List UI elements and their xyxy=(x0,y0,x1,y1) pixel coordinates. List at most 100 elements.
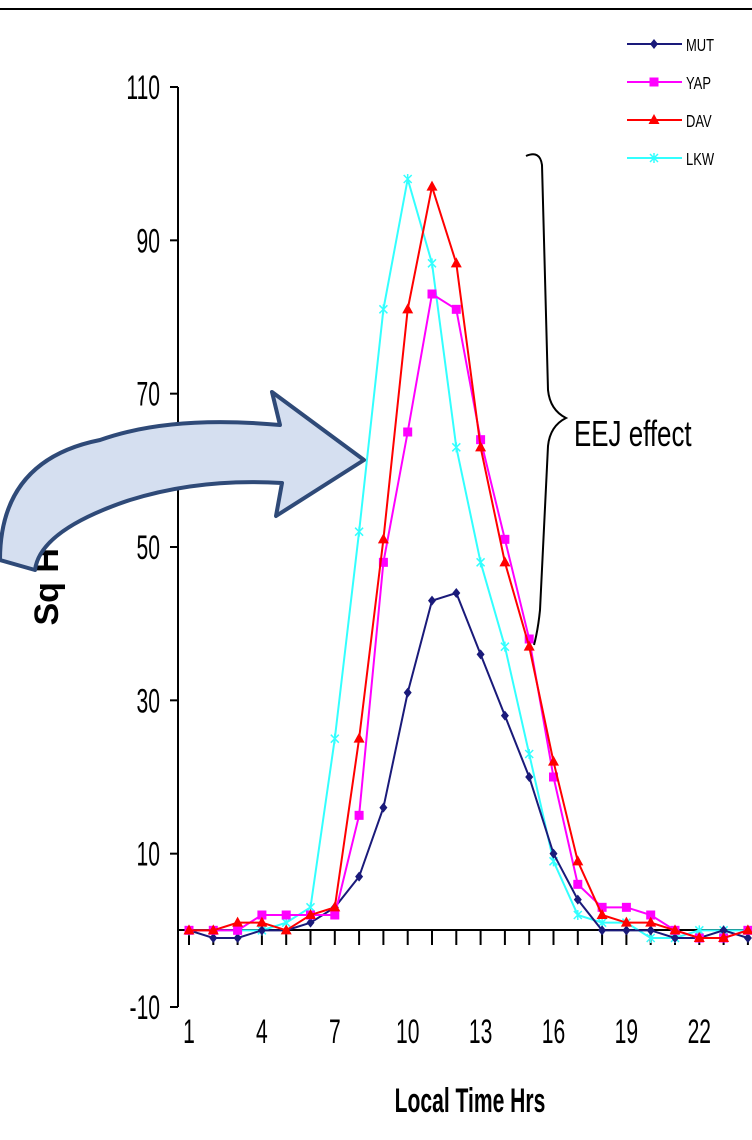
series-line xyxy=(189,186,749,939)
data-point xyxy=(650,39,658,49)
data-point xyxy=(524,749,534,759)
data-point xyxy=(427,289,437,299)
data-point xyxy=(549,772,558,782)
data-point xyxy=(233,933,242,943)
legend-label: LKW xyxy=(686,150,714,170)
data-point xyxy=(525,772,534,782)
data-point xyxy=(452,588,461,598)
data-point xyxy=(648,114,660,124)
data-point xyxy=(353,732,365,743)
series-lkw xyxy=(184,174,752,943)
legend: MUT YAP DAV LKW xyxy=(627,36,714,170)
data-point xyxy=(329,901,341,912)
data-point xyxy=(500,641,510,652)
y-tick-label: 70 xyxy=(137,374,160,412)
data-point xyxy=(306,917,315,928)
series-mut xyxy=(185,588,752,943)
eej-bracket xyxy=(525,153,569,646)
data-point xyxy=(524,634,534,644)
data-point xyxy=(646,925,655,936)
x-tick-label: 10 xyxy=(396,1012,419,1050)
data-point xyxy=(233,925,243,935)
data-point xyxy=(378,304,388,315)
data-point xyxy=(427,258,437,269)
legend-item-yap: YAP xyxy=(627,74,711,94)
data-point xyxy=(257,925,266,936)
data-point xyxy=(183,924,195,935)
series-line xyxy=(189,178,748,939)
data-point xyxy=(743,933,752,943)
data-point xyxy=(377,533,389,544)
data-point xyxy=(523,640,535,651)
data-point xyxy=(649,77,659,87)
data-point xyxy=(646,910,656,920)
data-point xyxy=(742,924,752,935)
data-point xyxy=(500,534,510,544)
data-point xyxy=(596,909,608,919)
x-tick-label: 4 xyxy=(256,1012,268,1050)
x-ticks: 1 4 7 10 13 16 19 22 xyxy=(183,930,749,1050)
data-point xyxy=(330,910,340,920)
data-point xyxy=(476,649,485,660)
series-line xyxy=(188,591,749,939)
data-point xyxy=(402,303,414,314)
data-point xyxy=(403,687,412,698)
data-point xyxy=(548,755,559,766)
data-point xyxy=(378,557,388,567)
data-point xyxy=(281,910,291,920)
x-tick-label: 13 xyxy=(469,1012,492,1050)
y-tick-label: 50 xyxy=(137,528,160,566)
data-point xyxy=(620,916,632,927)
data-point xyxy=(354,810,364,820)
data-point xyxy=(573,879,583,889)
legend-label: YAP xyxy=(686,74,711,94)
data-point xyxy=(330,733,340,744)
data-point xyxy=(379,802,388,813)
data-point xyxy=(354,526,364,537)
data-point xyxy=(572,855,584,866)
data-point xyxy=(669,924,681,935)
data-point xyxy=(598,925,607,936)
data-point xyxy=(645,916,657,927)
data-point xyxy=(671,933,679,943)
data-point xyxy=(280,924,292,935)
legend-label: DAV xyxy=(686,112,712,132)
data-point xyxy=(573,910,583,920)
data-point xyxy=(209,933,218,943)
data-point xyxy=(693,932,705,942)
series-yap xyxy=(184,289,752,943)
data-point xyxy=(451,304,461,314)
data-point xyxy=(718,932,730,942)
data-point xyxy=(621,902,631,912)
y-tick-label: 30 xyxy=(137,681,160,719)
series-layer xyxy=(183,174,752,943)
data-point xyxy=(573,894,582,905)
x-tick-label: 7 xyxy=(329,1012,341,1050)
legend-label: MUT xyxy=(686,36,714,56)
axes xyxy=(177,87,752,1007)
data-point xyxy=(355,871,364,882)
data-point xyxy=(450,257,462,268)
data-point xyxy=(428,595,436,606)
data-point xyxy=(499,556,511,567)
legend-item-dav: DAV xyxy=(627,112,712,132)
data-point xyxy=(649,153,659,163)
data-point xyxy=(476,557,486,568)
data-point xyxy=(256,916,268,927)
data-point xyxy=(451,442,461,453)
x-tick-label: 16 xyxy=(542,1012,565,1050)
x-axis-title: Local Time Hrs xyxy=(395,1081,546,1119)
eej-annotation: EEJ effect xyxy=(574,414,692,454)
data-point xyxy=(403,427,413,437)
y-tick-label: 10 xyxy=(137,834,160,872)
data-point xyxy=(500,710,509,721)
data-point xyxy=(305,909,316,919)
data-point xyxy=(257,910,267,920)
data-point xyxy=(232,916,244,927)
data-point xyxy=(719,925,728,936)
data-point xyxy=(426,180,438,191)
data-point xyxy=(207,924,219,935)
y-tick-label: 90 xyxy=(137,221,160,259)
y-tick-label: -10 xyxy=(130,988,160,1026)
